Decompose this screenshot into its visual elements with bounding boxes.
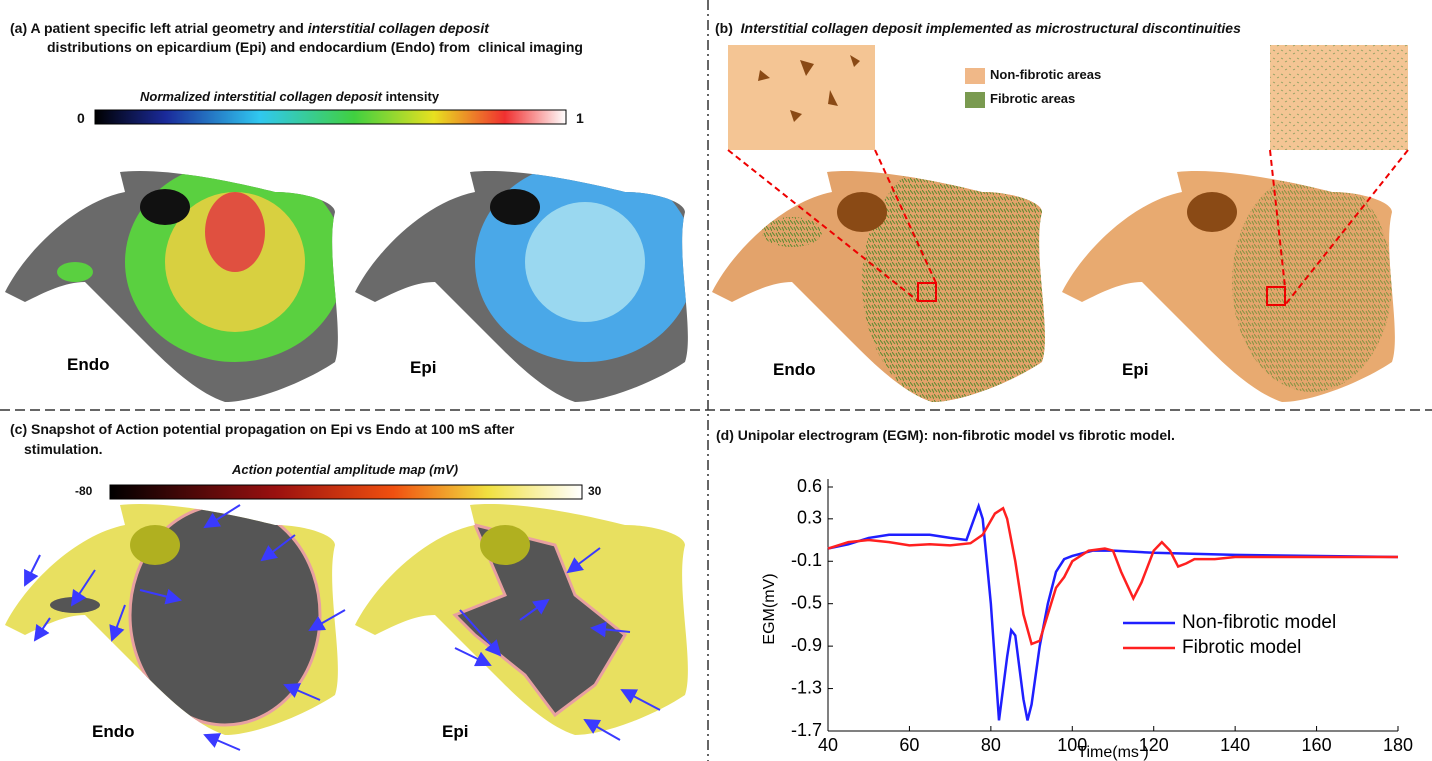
chart-title: (d) Unipolar electrogram (EGM): non-fibr… xyxy=(716,427,1175,443)
atrium-endo xyxy=(5,504,338,735)
title-part: (a) A patient specific left atrial geome… xyxy=(10,20,308,36)
panel-title: stimulation. xyxy=(24,441,103,457)
x-tick-label: 140 xyxy=(1220,735,1250,755)
y-tick-label: 0.3 xyxy=(797,508,822,528)
atrium-epi xyxy=(355,162,695,402)
legend-label: Non-fibrotic model xyxy=(1182,612,1336,633)
label-part: Normalized interstitial collagen deposit xyxy=(140,89,382,104)
colorbar-max: 30 xyxy=(588,484,601,498)
y-tick-label: -0.9 xyxy=(791,635,822,655)
atrium-epi xyxy=(1062,171,1395,402)
legend-label: Fibrotic model xyxy=(1182,637,1301,658)
x-tick-label: 160 xyxy=(1302,735,1332,755)
y-tick-label: -1.3 xyxy=(791,677,822,697)
view-label: Endo xyxy=(92,722,135,742)
view-label: Endo xyxy=(67,355,110,375)
view-label: Epi xyxy=(1122,360,1148,380)
view-label: Epi xyxy=(410,358,436,378)
colorbar xyxy=(110,485,582,499)
legend-swatch xyxy=(965,68,985,84)
x-tick-label: 80 xyxy=(981,735,1001,755)
colorbar-min: -80 xyxy=(75,484,92,498)
legend-label: Non-fibrotic areas xyxy=(990,67,1101,82)
panel-title: (a) A patient specific left atrial geome… xyxy=(10,20,489,36)
y-axis-label: EGM(mV) xyxy=(761,573,778,644)
legend-swatch xyxy=(965,92,985,108)
label-part: intensity xyxy=(382,89,439,104)
figure-graphics: 0.60.3-0.1-0.5-0.9-1.3-1.740608010012014… xyxy=(0,0,1432,761)
colorbar-max: 1 xyxy=(576,110,584,126)
view-label: Endo xyxy=(773,360,816,380)
x-tick-label: 60 xyxy=(899,735,919,755)
figure: 0.60.3-0.1-0.5-0.9-1.3-1.740608010012014… xyxy=(0,0,1432,761)
title-part: interstitial collagen deposit xyxy=(308,20,489,36)
title-part: Interstitial collagen deposit implemente… xyxy=(741,20,1241,36)
legend-label: Fibrotic areas xyxy=(990,91,1075,106)
colorbar xyxy=(95,110,566,124)
x-axis-label: Time(ms ) xyxy=(1077,744,1148,761)
colorbar-label: Normalized interstitial collagen deposit… xyxy=(140,89,439,104)
y-tick-label: -0.5 xyxy=(791,592,822,612)
atrium-endo xyxy=(712,152,1062,412)
view-label: Epi xyxy=(442,722,468,742)
x-tick-label: 180 xyxy=(1383,735,1413,755)
title-part: (b) xyxy=(715,20,741,36)
colorbar-min: 0 xyxy=(77,110,85,126)
panel-title: (b) Interstitial collagen deposit implem… xyxy=(715,20,1241,36)
y-tick-label: -0.1 xyxy=(791,550,822,570)
y-tick-label: 0.6 xyxy=(797,476,822,496)
colorbar-label: Action potential amplitude map (mV) xyxy=(232,462,458,477)
panel-title: (c) Snapshot of Action potential propaga… xyxy=(10,421,514,437)
atrium-endo xyxy=(5,162,345,402)
panel-title: distributions on epicardium (Epi) and en… xyxy=(47,39,583,55)
zoom-inset xyxy=(1270,45,1408,150)
x-tick-label: 40 xyxy=(818,735,838,755)
